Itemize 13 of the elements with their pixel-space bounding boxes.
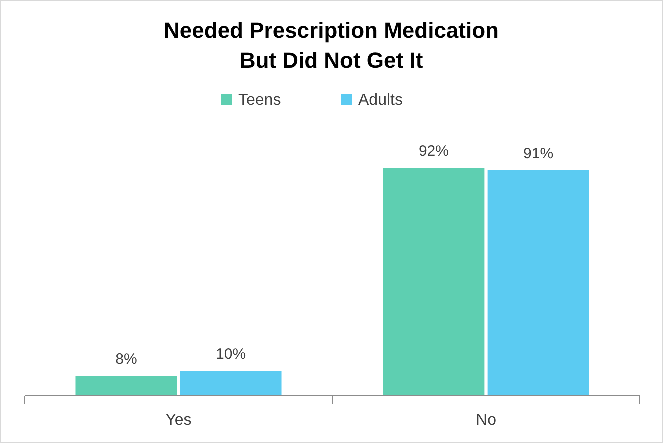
bar [383, 168, 485, 396]
x-tick-label: Yes [166, 412, 192, 429]
bar [488, 170, 590, 396]
data-label: 92% [418, 143, 449, 160]
bar [180, 371, 282, 396]
x-tick-label: No [476, 412, 497, 429]
legend-label: Adults [358, 92, 403, 109]
chart-title: Needed Prescription Medication But Did Not Get It [164, 18, 499, 73]
data-label: 91% [524, 145, 554, 162]
data-label: 8% [116, 351, 138, 368]
legend-label: Teens [238, 92, 282, 109]
bar [76, 376, 178, 396]
data-label: 10% [216, 346, 246, 364]
